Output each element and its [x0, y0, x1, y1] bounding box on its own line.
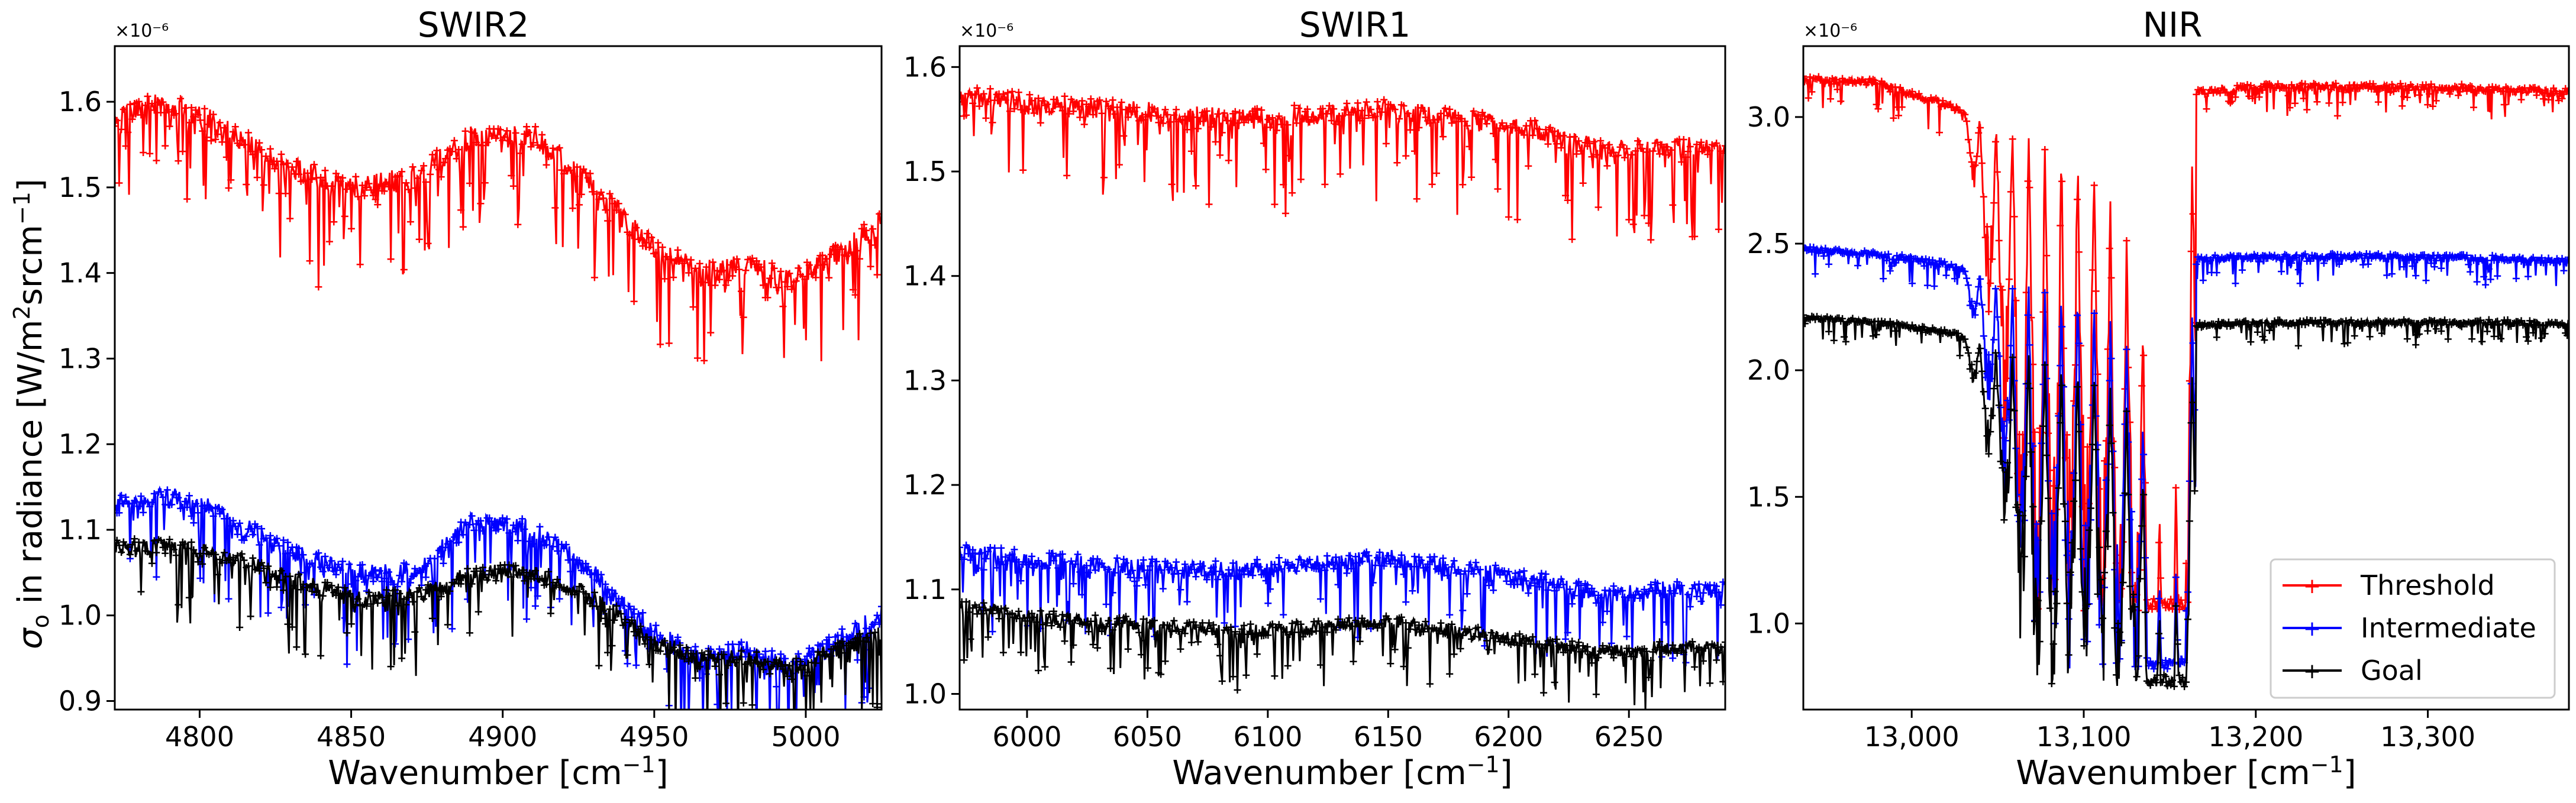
y-tick-label: 1.6	[903, 51, 947, 83]
y-ticks: 1.0 1.1 1.2 1.3 1.4 1.5 1.6	[903, 51, 960, 710]
x-tick-label: 6200	[1474, 721, 1543, 753]
x-tick-label: 13,300	[2380, 721, 2475, 753]
y-tick-label: 1.0	[1747, 607, 1790, 639]
legend-plus: +	[2303, 617, 2321, 641]
x-tick-label: 5000	[771, 721, 840, 753]
series-line-threshold	[115, 94, 882, 361]
y-tick-label: 1.3	[59, 342, 102, 374]
y-tick-label: 2.5	[1747, 228, 1790, 260]
x-tick-label: 6050	[1113, 721, 1182, 753]
panel-title: NIR	[2143, 5, 2203, 45]
x-tick-label: 6100	[1233, 721, 1302, 753]
axes-frame	[1802, 45, 2570, 711]
series-markers-goal	[1803, 311, 2569, 691]
x-ticks: 6000 6050 6100 6150 6200 6250	[992, 710, 1664, 753]
legend: + Threshold + Intermediate + Goal	[2270, 558, 2556, 699]
y-multiplier: ×10⁻⁶	[115, 21, 169, 41]
panel-nir: NIR ×10⁻⁶ 13,000 13,100 13,200 13,300 1.01.…	[1747, 5, 2570, 792]
y-tick-label: 1.6	[59, 86, 102, 118]
y-tick-label: 1.0	[59, 600, 102, 632]
y-tick-label: 1.2	[59, 428, 102, 460]
series-markers-intermediate	[960, 541, 1725, 666]
legend-entry-goal: + Goal	[2283, 655, 2423, 687]
y-tick-label: 1.3	[903, 364, 947, 396]
y-tick-label: 1.4	[903, 260, 947, 292]
x-ticks: 4800 4850 4900 4950 5000	[165, 710, 840, 753]
x-tick-label: 6150	[1354, 721, 1423, 753]
x-tick-label: 6250	[1594, 721, 1664, 753]
y-tick-label: 1.0	[903, 678, 947, 710]
plot-area	[1803, 72, 2569, 691]
legend-plus: +	[2303, 659, 2321, 684]
x-axis-label: Wavenumber [cm−1]	[328, 752, 668, 792]
panel-title: SWIR2	[418, 5, 529, 45]
y-axis-label: σo in radiance [W/m2srcm−1]	[9, 179, 54, 649]
x-tick-label: 6000	[992, 721, 1061, 753]
y-tick-label: 1.1	[903, 574, 947, 606]
legend-entry-threshold: + Threshold	[2283, 569, 2495, 601]
axes-frame	[114, 45, 883, 711]
legend-entry-intermediate: + Intermediate	[2283, 612, 2536, 644]
panel-title: SWIR1	[1299, 5, 1410, 45]
legend-box	[2270, 558, 2556, 699]
plot-area	[960, 84, 1725, 710]
x-tick-label: 4900	[468, 721, 537, 753]
y-tick-label: 0.9	[59, 685, 102, 717]
panel-swir1: SWIR1 ×10⁻⁶ 6000 6050 6100 6150 6200 6250 1.0…	[903, 5, 1726, 792]
series-markers-goal	[960, 598, 1725, 698]
series-markers-threshold	[115, 92, 882, 364]
x-tick-label: 4950	[619, 721, 689, 753]
series-markers-threshold	[960, 84, 1725, 244]
panel-swir2: SWIR2 ×10⁻⁶ 4800 4850 4900 4950 5000 0.9 1.0 1…	[59, 5, 883, 792]
y-tick-label: 1.5	[59, 171, 102, 203]
x-tick-label: 13,200	[2208, 721, 2303, 753]
y-tick-label: 1.1	[59, 514, 102, 546]
series-markers-threshold	[1803, 72, 2569, 614]
x-ticks: 13,000 13,100 13,200 13,300	[1864, 710, 2475, 753]
y-ticks: 1.0 1.5 2.0 2.5 3.0	[1747, 101, 1803, 639]
y-tick-label: 1.5	[1747, 481, 1790, 513]
y-tick-label: 3.0	[1747, 101, 1790, 133]
y-ticks: 0.9 1.0 1.1 1.2 1.3 1.4 1.5 1.6	[59, 86, 115, 717]
legend-label-intermediate: Intermediate	[2361, 612, 2536, 644]
y-multiplier: ×10⁻⁶	[1803, 21, 1857, 41]
x-axis-label: Wavenumber [cm−1]	[1172, 752, 1512, 792]
y-tick-label: 1.5	[903, 156, 947, 187]
series-markers-goal	[115, 535, 882, 710]
legend-label-threshold: Threshold	[2360, 569, 2495, 601]
x-tick-label: 13,000	[1864, 721, 1960, 753]
y-tick-label: 2.0	[1747, 354, 1790, 386]
x-axis-label: Wavenumber [cm−1]	[2016, 752, 2356, 792]
legend-plus: +	[2303, 574, 2321, 598]
y-tick-label: 1.2	[903, 469, 947, 501]
x-tick-label: 13,100	[2036, 721, 2131, 753]
series-markers-intermediate	[1803, 243, 2569, 673]
axes-frame	[958, 45, 1726, 711]
y-multiplier: ×10⁻⁶	[960, 21, 1013, 41]
plot-area	[115, 92, 882, 710]
legend-label-goal: Goal	[2361, 655, 2423, 687]
series-line-threshold	[1803, 75, 2569, 613]
y-tick-label: 1.4	[59, 257, 102, 289]
x-tick-label: 4850	[317, 721, 386, 753]
x-tick-label: 4800	[165, 721, 234, 753]
